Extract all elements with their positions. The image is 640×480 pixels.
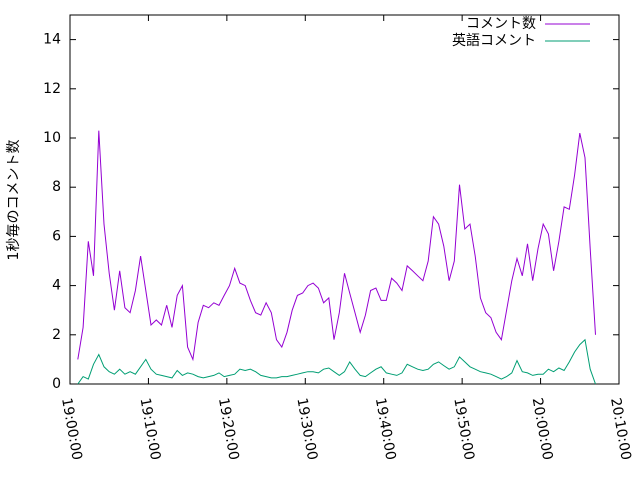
- y-tick-label: 4: [52, 278, 61, 294]
- y-tick-label: 2: [52, 327, 61, 343]
- x-tick-label: 19:50:00: [450, 397, 477, 462]
- series-line: [77, 338, 596, 385]
- x-tick-label: 19:30:00: [293, 397, 320, 462]
- legend-label: コメント数: [466, 16, 536, 32]
- y-axis-label: 1秒毎のコメント数: [6, 140, 22, 261]
- x-tick-label: 19:10:00: [137, 397, 164, 462]
- series-line: [77, 130, 596, 362]
- y-tick-label: 12: [43, 81, 61, 97]
- y-tick-label: 14: [43, 32, 61, 48]
- y-tick-label: 10: [43, 130, 61, 146]
- y-tick-label: 8: [52, 179, 61, 195]
- x-tick-label: 20:10:00: [607, 397, 634, 462]
- x-tick-label: 19:00:00: [58, 397, 85, 462]
- legend-label: 英語コメント: [452, 32, 536, 49]
- x-tick-label: 20:00:00: [529, 397, 556, 462]
- x-tick-label: 19:20:00: [215, 397, 242, 462]
- y-tick-label: 0: [52, 376, 61, 392]
- y-tick-label: 6: [52, 228, 61, 244]
- plot-border: [69, 14, 620, 385]
- x-tick-label: 19:40:00: [372, 397, 399, 462]
